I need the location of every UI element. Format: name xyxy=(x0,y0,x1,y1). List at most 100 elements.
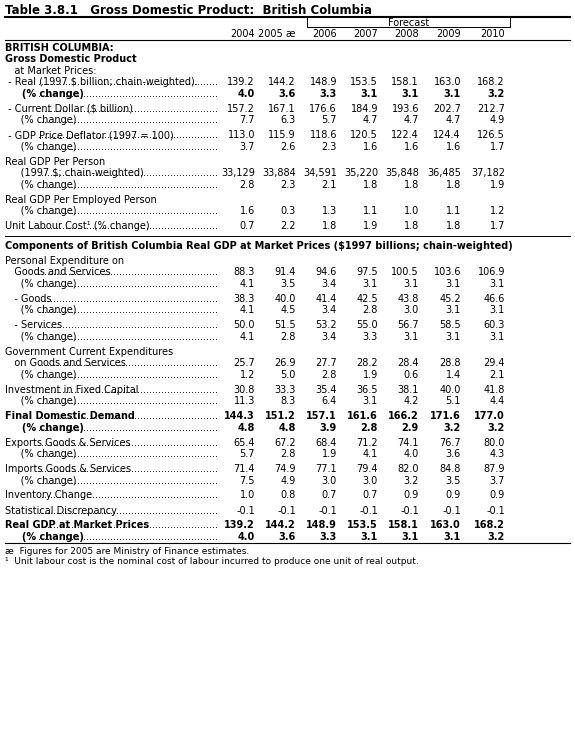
Bar xyxy=(307,17,510,27)
Text: 4.9: 4.9 xyxy=(490,115,505,125)
Text: 25.7: 25.7 xyxy=(233,358,255,368)
Text: 1.2: 1.2 xyxy=(240,370,255,379)
Text: 82.0: 82.0 xyxy=(397,464,419,474)
Text: 33,884: 33,884 xyxy=(262,168,296,178)
Text: 144.2: 144.2 xyxy=(265,520,296,531)
Text: 1.7: 1.7 xyxy=(490,142,505,151)
Text: ............................................................: ........................................… xyxy=(38,476,218,486)
Text: (% change): (% change) xyxy=(5,532,84,542)
Text: 2010: 2010 xyxy=(480,29,505,39)
Text: 163.0: 163.0 xyxy=(430,520,461,531)
Text: at Market Prices:: at Market Prices: xyxy=(5,65,97,76)
Text: 3.6: 3.6 xyxy=(446,449,461,459)
Text: 3.3: 3.3 xyxy=(320,532,337,542)
Text: 45.2: 45.2 xyxy=(439,293,461,304)
Text: 87.9: 87.9 xyxy=(484,464,505,474)
Text: -0.1: -0.1 xyxy=(400,506,419,515)
Text: - GDP Price Deflator (1997 = 100): - GDP Price Deflator (1997 = 100) xyxy=(5,130,174,140)
Text: 2.2: 2.2 xyxy=(281,221,296,231)
Text: 167.1: 167.1 xyxy=(269,104,296,113)
Text: 4.9: 4.9 xyxy=(281,476,296,486)
Text: 2007: 2007 xyxy=(353,29,378,39)
Text: 2.8: 2.8 xyxy=(361,423,378,432)
Text: Table 3.8.1   Gross Domestic Product:  British Columbia: Table 3.8.1 Gross Domestic Product: Brit… xyxy=(5,4,372,17)
Text: 1.8: 1.8 xyxy=(322,221,337,231)
Text: (% change): (% change) xyxy=(5,206,76,216)
Text: 3.4: 3.4 xyxy=(322,279,337,289)
Text: Goods and Services: Goods and Services xyxy=(5,267,110,277)
Text: 124.4: 124.4 xyxy=(434,130,461,140)
Text: (% change): (% change) xyxy=(5,370,76,379)
Text: Real GDP Per Employed Person: Real GDP Per Employed Person xyxy=(5,195,157,204)
Text: 3.0: 3.0 xyxy=(404,305,419,315)
Text: 35,220: 35,220 xyxy=(344,168,378,178)
Text: 56.7: 56.7 xyxy=(397,320,419,330)
Text: 4.7: 4.7 xyxy=(404,115,419,125)
Text: ............................................................: ........................................… xyxy=(38,320,218,330)
Text: 36.5: 36.5 xyxy=(356,384,378,395)
Text: 40.0: 40.0 xyxy=(275,293,296,304)
Text: (% change): (% change) xyxy=(5,476,76,486)
Text: ............................................................: ........................................… xyxy=(38,221,218,231)
Text: 3.0: 3.0 xyxy=(322,476,337,486)
Text: 3.1: 3.1 xyxy=(402,88,419,98)
Text: 3.1: 3.1 xyxy=(490,331,505,342)
Text: 4.1: 4.1 xyxy=(240,279,255,289)
Text: (% change): (% change) xyxy=(5,305,76,315)
Text: 3.9: 3.9 xyxy=(320,423,337,432)
Text: 55.0: 55.0 xyxy=(356,320,378,330)
Text: 118.6: 118.6 xyxy=(309,130,337,140)
Text: Forecast: Forecast xyxy=(388,18,429,28)
Text: 4.0: 4.0 xyxy=(237,532,255,542)
Text: (% change): (% change) xyxy=(5,115,76,125)
Text: 2.9: 2.9 xyxy=(402,423,419,432)
Text: ............................................................: ........................................… xyxy=(38,267,218,277)
Text: ............................................................: ........................................… xyxy=(38,293,218,304)
Text: 46.6: 46.6 xyxy=(484,293,505,304)
Text: 103.6: 103.6 xyxy=(434,267,461,277)
Text: 157.2: 157.2 xyxy=(227,104,255,113)
Text: 106.9: 106.9 xyxy=(477,267,505,277)
Text: ¹  Unit labour cost is the nominal cost of labour incurred to produce one unit o: ¹ Unit labour cost is the nominal cost o… xyxy=(5,556,419,565)
Text: Investment in Fixed Capital: Investment in Fixed Capital xyxy=(5,384,139,395)
Text: 38.1: 38.1 xyxy=(398,384,419,395)
Text: 1.7: 1.7 xyxy=(490,221,505,231)
Text: ............................................................: ........................................… xyxy=(38,384,218,395)
Text: 0.9: 0.9 xyxy=(446,490,461,501)
Text: 1.6: 1.6 xyxy=(240,206,255,216)
Text: 1.1: 1.1 xyxy=(446,206,461,216)
Text: (% change): (% change) xyxy=(5,423,84,432)
Text: ............................................................: ........................................… xyxy=(38,142,218,151)
Text: 3.2: 3.2 xyxy=(488,532,505,542)
Text: 1.3: 1.3 xyxy=(322,206,337,216)
Text: 51.5: 51.5 xyxy=(274,320,296,330)
Text: 3.1: 3.1 xyxy=(490,305,505,315)
Text: 53.2: 53.2 xyxy=(315,320,337,330)
Text: ............................................................: ........................................… xyxy=(38,396,218,406)
Text: 4.3: 4.3 xyxy=(490,449,505,459)
Text: 41.4: 41.4 xyxy=(316,293,337,304)
Text: 100.5: 100.5 xyxy=(392,267,419,277)
Text: ............................................................: ........................................… xyxy=(38,490,218,501)
Text: 4.8: 4.8 xyxy=(237,423,255,432)
Text: ............................................................: ........................................… xyxy=(38,279,218,289)
Text: 2008: 2008 xyxy=(394,29,419,39)
Text: 158.1: 158.1 xyxy=(392,77,419,87)
Text: 122.4: 122.4 xyxy=(391,130,419,140)
Text: 139.2: 139.2 xyxy=(227,77,255,87)
Text: 0.7: 0.7 xyxy=(363,490,378,501)
Text: 1.8: 1.8 xyxy=(363,179,378,190)
Text: 3.2: 3.2 xyxy=(488,88,505,98)
Text: -0.1: -0.1 xyxy=(486,506,505,515)
Text: 0.9: 0.9 xyxy=(404,490,419,501)
Text: 4.1: 4.1 xyxy=(240,305,255,315)
Text: 4.7: 4.7 xyxy=(363,115,378,125)
Text: 3.3: 3.3 xyxy=(363,331,378,342)
Text: 2.3: 2.3 xyxy=(321,142,337,151)
Text: 171.6: 171.6 xyxy=(430,411,461,421)
Text: 157.1: 157.1 xyxy=(306,411,337,421)
Text: 60.3: 60.3 xyxy=(484,320,505,330)
Text: ............................................................: ........................................… xyxy=(38,464,218,474)
Text: 176.6: 176.6 xyxy=(309,104,337,113)
Text: 2.1: 2.1 xyxy=(490,370,505,379)
